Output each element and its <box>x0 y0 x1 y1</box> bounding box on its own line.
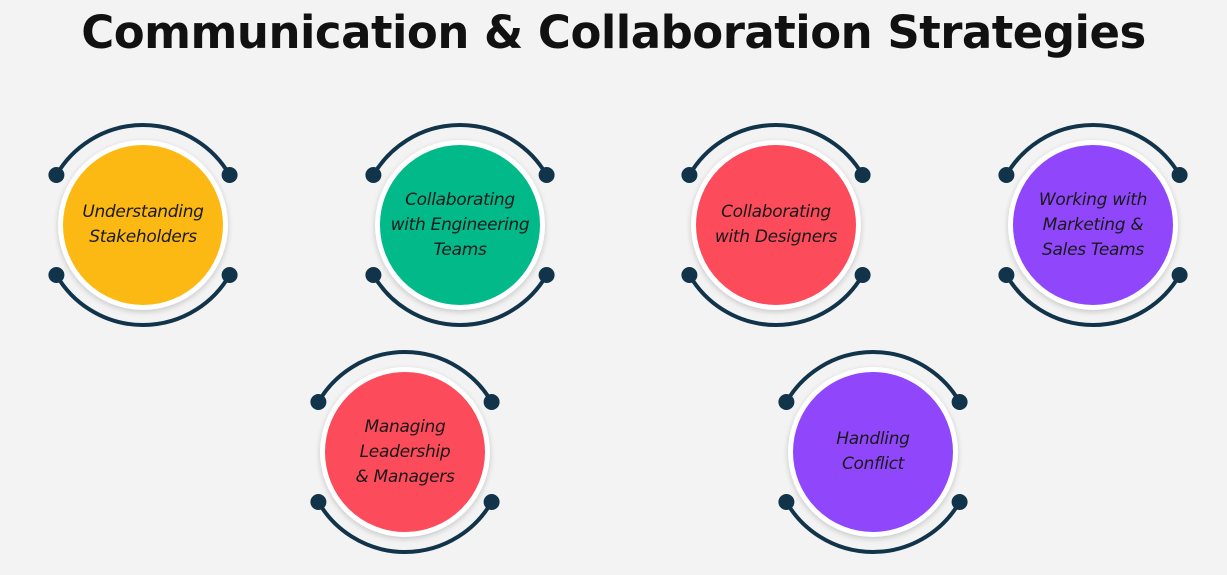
arc-decoration <box>310 350 500 554</box>
arc-bottom <box>371 273 549 327</box>
strategy-node-handling-conflict: Handling Conflict <box>773 342 973 562</box>
arc-end-dot <box>538 167 555 183</box>
arc-top <box>54 123 232 177</box>
arc-top <box>687 123 865 177</box>
node-label-line: Stakeholders <box>89 227 197 247</box>
node-label-line: Working with <box>1038 189 1148 210</box>
arc-bottom <box>687 273 865 327</box>
node-label: Collaborating with Engineering Teams <box>385 188 535 263</box>
arc-bottom <box>1004 273 1182 327</box>
node-circle: Understanding Stakeholders <box>58 140 228 310</box>
node-label: Managing Leadership & Managers <box>330 415 480 490</box>
arc-top <box>1004 123 1182 177</box>
arc-end-dot <box>998 167 1015 183</box>
node-label-line: with Designers <box>714 227 838 247</box>
arc-top <box>316 350 494 404</box>
strategy-node-managing-leadership-managers: Managing Leadership & Managers <box>305 342 505 562</box>
node-label-line: Conflict <box>841 454 905 474</box>
node-label-line: & Managers <box>355 466 455 487</box>
arc-end-dot <box>310 494 327 510</box>
arc-bottom <box>784 500 962 554</box>
strategy-node-collaborating-with-engineering-teams: Collaborating with Engineering Teams <box>360 115 560 335</box>
node-label-line: with Engineering <box>390 214 530 235</box>
arc-decoration <box>998 123 1188 327</box>
arc-end-dot <box>681 167 698 183</box>
node-label-line: Teams <box>433 239 487 260</box>
node-label-line: Leadership <box>359 441 451 462</box>
arc-decoration <box>365 123 555 327</box>
node-label-line: Collaborating <box>721 202 831 222</box>
arc-end-dot <box>310 394 327 410</box>
strategy-node-working-with-marketing-sales-teams: Working with Marketing & Sales Teams <box>993 115 1193 335</box>
arc-end-dot <box>778 494 795 510</box>
arc-bottom <box>54 273 232 327</box>
arc-end-dot <box>1171 167 1188 183</box>
node-circle: Collaborating with Designers <box>691 140 861 310</box>
arc-decoration <box>778 350 968 554</box>
arc-end-dot <box>538 267 555 283</box>
arc-top <box>371 123 549 177</box>
arc-end-dot <box>483 394 500 410</box>
strategy-node-collaborating-with-designers: Collaborating with Designers <box>676 115 876 335</box>
arc-end-dot <box>778 394 795 410</box>
arc-top <box>784 350 962 404</box>
arc-end-dot <box>681 267 698 283</box>
arc-end-dot <box>48 167 65 183</box>
node-label: Handling Conflict <box>798 427 948 477</box>
arc-decoration <box>48 123 238 327</box>
node-circle: Handling Conflict <box>788 367 958 537</box>
arc-end-dot <box>951 494 968 510</box>
node-label: Collaborating with Designers <box>701 200 851 250</box>
node-label-line: Handling <box>836 429 910 449</box>
node-circle: Working with Marketing & Sales Teams <box>1008 140 1178 310</box>
arc-end-dot <box>365 267 382 283</box>
node-label-line: Managing <box>364 416 446 437</box>
node-label-line: Understanding <box>82 202 204 222</box>
node-circle: Collaborating with Engineering Teams <box>375 140 545 310</box>
node-label: Understanding Stakeholders <box>68 200 218 250</box>
node-circle: Managing Leadership & Managers <box>320 367 490 537</box>
node-label: Working with Marketing & Sales Teams <box>1018 188 1168 263</box>
strategy-node-understanding-stakeholders: Understanding Stakeholders <box>43 115 243 335</box>
arc-bottom <box>316 500 494 554</box>
arc-end-dot <box>854 267 871 283</box>
node-label-line: Collaborating <box>405 189 515 210</box>
arc-end-dot <box>998 267 1015 283</box>
diagram-title: Communication & Collaboration Strategies <box>81 6 1146 59</box>
arc-end-dot <box>483 494 500 510</box>
arc-end-dot <box>365 167 382 183</box>
arc-end-dot <box>48 267 65 283</box>
node-label-line: Marketing & <box>1042 214 1144 235</box>
arc-end-dot <box>951 394 968 410</box>
arc-end-dot <box>221 167 238 183</box>
arc-end-dot <box>1171 267 1188 283</box>
arc-end-dot <box>221 267 238 283</box>
node-label-line: Sales Teams <box>1042 239 1144 260</box>
arc-end-dot <box>854 167 871 183</box>
arc-decoration <box>681 123 871 327</box>
